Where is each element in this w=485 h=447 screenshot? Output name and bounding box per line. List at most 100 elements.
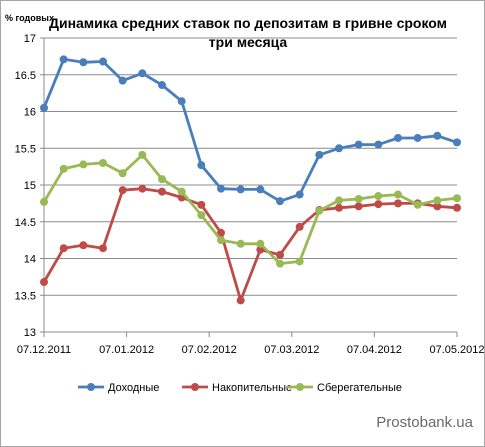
x-tick-label: 07.02.2012 [182,344,237,356]
data-point [394,133,402,142]
data-point [453,203,461,212]
data-point [256,185,265,194]
data-point [354,194,363,203]
data-point [217,236,225,245]
legend-label: Сберегательные [317,382,402,394]
data-point [177,97,186,106]
y-axis-label: % годовых [5,13,54,23]
legend-item: Сберегательные [287,382,402,394]
data-point [315,150,324,159]
series-1 [40,55,461,206]
chart-title-line2: три месяца [209,34,288,50]
data-point [236,239,245,248]
legend-label: Доходные [108,382,159,394]
legend-swatch-marker [87,383,95,391]
x-tick-label: 07.01.2012 [99,344,154,356]
data-point [276,197,284,206]
legend-item: Доходные [78,382,159,394]
series-group [40,55,461,305]
data-point [197,211,206,220]
data-point [354,202,363,211]
x-tick-label: 07.05.2012 [429,344,484,356]
data-point [79,58,88,67]
data-point [236,185,245,194]
data-point [433,196,442,205]
data-point [99,158,107,167]
data-point [99,244,107,253]
series-line [42,57,458,203]
series-line [42,187,458,302]
y-tick-label: 13 [24,327,36,339]
legend: Доходные Накопительные Сберегательные [78,382,402,394]
x-tick-label: 07.04.2012 [347,344,402,356]
data-point [59,55,68,64]
data-point [236,296,245,305]
chart-title-line1: Динамика средних ставок по депозитам в г… [49,15,447,31]
gridlines [44,37,457,333]
x-tick-label: 07.12.2011 [17,344,71,356]
data-point [413,200,422,209]
data-point [433,202,442,211]
data-point [138,69,147,78]
data-point [394,199,402,208]
data-point [433,131,442,140]
data-point [79,241,88,250]
data-point [295,222,304,231]
data-point [295,257,304,266]
data-point [138,184,147,193]
data-point [138,150,147,159]
data-point [158,175,166,184]
data-point [118,186,127,195]
data-point [394,190,402,199]
data-point [158,81,166,90]
legend-item: Накопительные [182,382,292,394]
y-tick-label: 15.5 [15,143,36,155]
data-point [295,190,304,199]
data-point [197,200,206,209]
y-tick-label: 15 [24,180,36,192]
data-point [374,140,383,149]
y-tick-label: 17 [24,33,36,45]
data-point [374,200,383,209]
data-point [256,239,265,248]
data-point [99,57,107,66]
series-line [42,153,458,266]
watermark: Prostobank.ua [376,414,473,431]
y-tick-label: 14.5 [15,217,36,229]
data-point [453,138,461,147]
legend-swatch-marker [191,383,199,391]
data-point [335,203,343,212]
data-point [453,194,461,203]
y-tick-label: 16.5 [15,70,36,82]
data-point [40,103,48,112]
axes: 13 13.5 14 14.5 15 15.5 16 16.5 17 07.12.2011 07.0… [15,33,484,356]
data-point [79,160,88,169]
data-point [59,164,68,173]
legend-swatch-marker [296,383,304,391]
data-point [315,206,324,215]
data-point [59,244,68,253]
data-point [335,196,343,205]
data-point [197,161,206,170]
data-point [217,184,225,193]
legend-label: Накопительные [212,382,292,394]
data-point [276,259,284,268]
data-point [118,169,127,178]
x-tick-label: 07.03.2012 [264,344,319,356]
y-tick-label: 14 [24,254,36,266]
series-3 [40,150,461,268]
data-point [177,187,186,196]
data-point [118,76,127,85]
data-point [40,197,48,206]
data-point [158,187,166,196]
data-point [413,133,422,142]
data-point [276,250,284,259]
y-tick-label: 16 [24,107,36,119]
data-point [40,278,48,287]
data-point [354,140,363,149]
y-tick-label: 13.5 [15,290,36,302]
data-point [374,192,383,201]
data-point [335,144,343,153]
